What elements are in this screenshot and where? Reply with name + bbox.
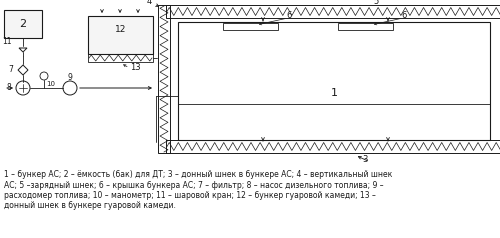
Bar [4,10,42,38]
Text: 6: 6 [402,11,406,20]
Text: 11: 11 [2,36,12,45]
Bar [178,22,490,140]
Bar [88,16,153,54]
Text: 3: 3 [362,154,368,164]
Text: 6: 6 [286,11,292,20]
Text: 13: 13 [130,63,141,71]
Bar [158,5,170,153]
Text: 2: 2 [20,19,26,29]
Text: 5: 5 [373,0,378,6]
Text: донный шнек в бункере гуаровой камеди.: донный шнек в бункере гуаровой камеди. [4,202,176,210]
Text: 4: 4 [147,0,152,6]
Text: 12: 12 [115,25,126,34]
Text: 1: 1 [330,88,338,98]
Text: 8: 8 [6,84,11,93]
Polygon shape [18,65,28,75]
Circle shape [16,81,30,95]
Bar [338,23,393,30]
Text: 7: 7 [8,65,13,74]
Text: 1 – бункер АС; 2 – ёмкость (бак) для ДТ; 3 – донный шнек в бункере АС; 4 – верти: 1 – бункер АС; 2 – ёмкость (бак) для ДТ;… [4,170,392,179]
Circle shape [63,81,77,95]
Text: 10: 10 [46,81,55,87]
Text: расходомер топлива; 10 – манометр; 11 – шаровой кран; 12 – бункер гуаровой камед: расходомер топлива; 10 – манометр; 11 – … [4,191,376,200]
Bar [166,140,500,153]
Text: 9: 9 [68,74,72,83]
Circle shape [40,72,48,80]
Polygon shape [19,48,27,52]
Text: АС; 5 –зарядный шнек; 6 – крышка бункера АС; 7 – фильтр; 8 – насос дизельного то: АС; 5 –зарядный шнек; 6 – крышка бункера… [4,180,384,189]
Bar [166,5,500,18]
Bar [88,54,153,62]
Bar [223,23,278,30]
